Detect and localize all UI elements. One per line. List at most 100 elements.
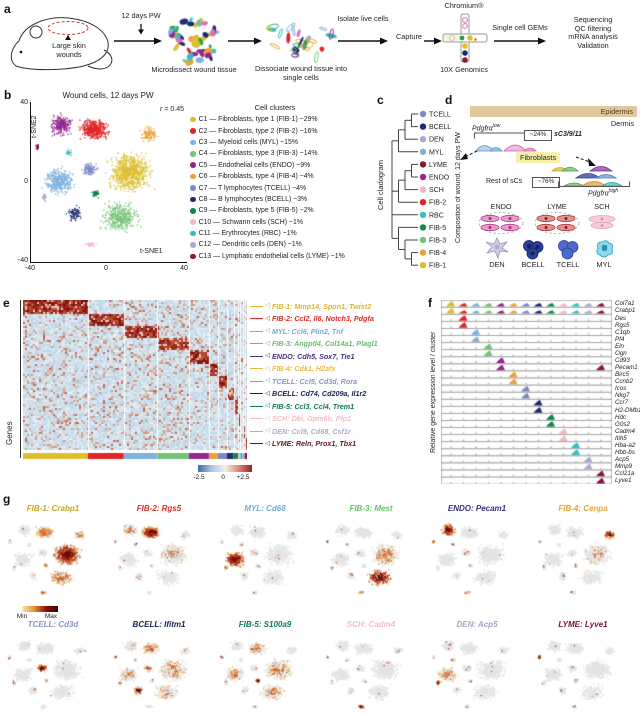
feature-plot-fib-5[interactable] xyxy=(218,634,314,714)
violin-gene-mmp9: Mmp9 xyxy=(615,463,633,471)
violin-gene-lyve1: Lyve1 xyxy=(615,477,632,485)
legend-item-den[interactable]: C12 — Dendritic cells (DEN) ~1% xyxy=(190,239,370,250)
feature-plot-lyme[interactable] xyxy=(536,634,632,714)
label-triangle-icon: ◁ xyxy=(265,439,270,447)
legend-item-bcell[interactable]: C8 — B lymphocytes (BCELL) ~3% xyxy=(190,194,370,205)
violin-gene-h2-dmb1: H2-DMb1 xyxy=(615,406,640,414)
legend-text: C7 — T lymphocytes (TCELL) ~4% xyxy=(198,184,307,192)
legend-item-fib-5[interactable]: C9 — Fibroblasts, type 5 (FIB-5) ~2% xyxy=(190,205,370,216)
panel-e-label: e xyxy=(3,296,10,310)
legend-item-tcell[interactable]: C7 — T lymphocytes (TCELL) ~4% xyxy=(190,182,370,193)
cladogram-dot-tcell xyxy=(419,110,427,118)
label-triangle-icon: ◁ xyxy=(265,389,270,397)
gene-group-label-den: ◁ DEN: Ccl9, Cd68, Csf1r xyxy=(250,427,351,436)
mouse-illustration xyxy=(10,17,113,71)
cladogram-leaf-label: FIB-2 xyxy=(429,200,446,207)
tcell-glyph xyxy=(558,240,579,260)
feature-plot-endo[interactable] xyxy=(430,518,526,600)
violin-gene-pecam1: Pecam1 xyxy=(615,364,638,372)
scale-neg: -2.5 xyxy=(193,474,205,481)
legend-item-fib-4[interactable]: C6 — Fibroblasts, type 4 (FIB-4) ~4% xyxy=(190,171,370,182)
label-leader-line xyxy=(250,418,263,420)
feature-plot-title-bcell: BCELL: Ifitm1 xyxy=(132,620,186,629)
legend-item-fib-3[interactable]: C4 — Fibroblasts, type 3 (FIB-3) ~14% xyxy=(190,148,370,159)
feature-plot-fib-3[interactable] xyxy=(324,518,420,600)
legend-dot xyxy=(190,128,196,134)
feature-plot-title-sch: SCH: Cadm4 xyxy=(346,620,396,629)
legend-text: C12 — Dendritic cells (DEN) ~1% xyxy=(198,241,302,249)
correlation-label: r = 0.45 xyxy=(160,106,184,113)
arrow-3 xyxy=(338,37,388,45)
gene-group-text: TCELL: Ccl5, Cd3d, Rora xyxy=(272,376,358,386)
gems-label: Single cell GEMs xyxy=(492,23,548,32)
sc-label: sC3/9/11 xyxy=(554,131,582,138)
label-leader-line xyxy=(250,380,263,382)
gene-group-label-fib-5: ◁ FIB-5: Ccl3, Ccl4, Trem1 xyxy=(250,402,354,411)
feature-plot-sch[interactable] xyxy=(324,634,420,714)
legend-item-myl[interactable]: C3 — Myeloid cells (MYL) ~15% xyxy=(190,137,370,148)
legend-text: C10 — Schwann cells (SCH) ~1% xyxy=(198,218,303,226)
panel-f-label: f xyxy=(428,296,432,310)
label-triangle-icon: ◁ xyxy=(265,377,270,384)
panel-d-label: d xyxy=(445,93,453,107)
label-leader-line xyxy=(250,405,263,407)
pdgfra-high-label: Pdgfrαhigh xyxy=(588,188,619,198)
den-glyph-label: DEN xyxy=(489,260,505,269)
lyme-glyph-label: LYME xyxy=(547,202,567,211)
legend-dot xyxy=(190,253,196,260)
feature-plot-title-fib-1: FIB-1: Crabp1 xyxy=(26,504,80,513)
cladogram-leaf-label: FIB-5 xyxy=(429,225,446,232)
legend-dot xyxy=(190,162,196,169)
cladogram-dot-lyme xyxy=(419,161,427,168)
wound-tissue-blob xyxy=(164,15,224,67)
legend-item-fib-1[interactable]: C1 — Fibroblasts, type 1 (FIB-1) ~29% xyxy=(190,114,370,125)
arrow-5 xyxy=(494,37,546,45)
feature-plot-bcell[interactable] xyxy=(112,634,208,714)
legend-item-sch[interactable]: C10 — Schwann cells (SCH) ~1% xyxy=(190,217,370,228)
tsne-title: Wound cells, 12 days PW xyxy=(62,91,154,100)
feature-plot-myl[interactable] xyxy=(218,518,314,600)
legend-text: C13 — Lymphatic endothelial cells (LYME)… xyxy=(198,252,345,260)
label-triangle-icon: ◁ xyxy=(265,427,270,434)
cladogram-leaf-label: RBC xyxy=(429,212,444,219)
feature-plot-den[interactable] xyxy=(430,634,526,714)
minmax-colorbar xyxy=(22,606,58,612)
myl-glyph-label: MYL xyxy=(596,260,612,269)
dermis-label: Dermis xyxy=(610,119,634,128)
gene-group-text: MYL: Ccl6, Plin2, Tnf xyxy=(272,326,344,336)
legend-dot xyxy=(190,173,196,180)
cladogram-dot-bcell xyxy=(419,123,427,130)
legend-item-lyme[interactable]: C13 — Lymphatic endothelial cells (LYME)… xyxy=(190,251,370,262)
min-label: Min xyxy=(16,613,28,620)
feature-plot-title-fib-2: FIB-2: Rgs5 xyxy=(136,504,182,513)
y-tick-0: 0 xyxy=(24,178,28,185)
tsne-scatter[interactable] xyxy=(32,102,186,260)
arrow-1 xyxy=(114,37,162,45)
violin-gene-hba-a2: Hba-a2 xyxy=(615,441,636,449)
feature-plot-tcell[interactable] xyxy=(6,634,102,714)
feature-plot-fib-4[interactable] xyxy=(536,518,632,600)
panel-a-label: a xyxy=(4,2,11,16)
max-label: Max xyxy=(44,613,58,620)
violin-gene-pf4: Pf4 xyxy=(615,335,625,343)
capture-label: Capture xyxy=(396,32,422,41)
gene-group-label-fib-3: ◁ FIB-3: Angptl4, Col14a1, Plagl1 xyxy=(250,339,378,348)
expression-heatmap[interactable] xyxy=(23,300,247,460)
cladogram-dot-sch xyxy=(419,186,427,193)
output-validation: Validation xyxy=(577,40,609,50)
microdissect-caption: Microdissect wound tissue xyxy=(151,65,237,74)
cladogram-dot-fib-2 xyxy=(419,199,427,206)
den-cell-glyph xyxy=(485,237,509,260)
endo-cell-glyph xyxy=(478,212,524,234)
legend-item-rbc[interactable]: C11 — Erythrocytes (RBC) ~1% xyxy=(190,228,370,239)
violin-plot-grid[interactable] xyxy=(441,300,612,484)
wound-pointer xyxy=(65,35,71,40)
feature-plot-fib-1[interactable] xyxy=(6,518,102,600)
epidermis-label: Epidermis xyxy=(600,107,633,116)
feature-plot-fib-2[interactable] xyxy=(112,518,208,600)
legend-item-endo[interactable]: C5 — Endothelial cells (ENDO) ~9% xyxy=(190,160,370,171)
x-tick-neg40: -40 xyxy=(24,265,36,272)
gene-group-text: LYME: Reln, Prox1, Tbx1 xyxy=(272,439,357,449)
legend-item-fib-2[interactable]: C2 — Fibroblasts, type 2 (FIB-2) ~16% xyxy=(190,125,370,136)
cladogram-dot-fib-5 xyxy=(419,224,427,231)
